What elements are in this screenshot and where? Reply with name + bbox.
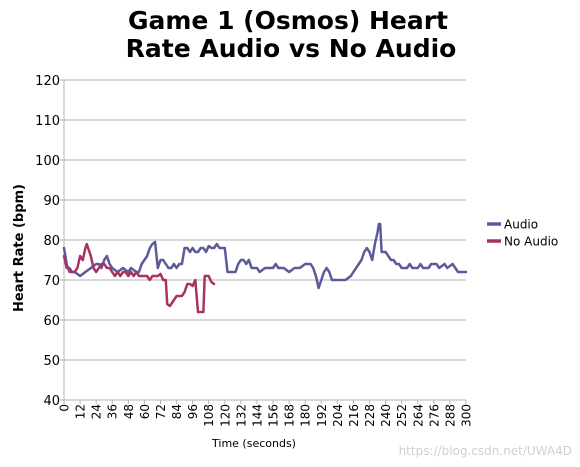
y-axis-label: Heart Rate (bpm) <box>12 184 27 312</box>
x-tick-label: 156 <box>267 404 281 427</box>
x-tick-label: 0 <box>58 404 72 412</box>
chart-title-line-1: Game 1 (Osmos) Heart <box>128 6 448 35</box>
x-tick-label: 168 <box>283 404 297 427</box>
axes <box>60 79 467 404</box>
chart-title-line-2: Rate Audio vs No Audio <box>126 34 457 63</box>
x-tick-label: 120 <box>218 404 232 427</box>
x-tick-label: 12 <box>74 404 88 419</box>
x-tick-label: 48 <box>122 404 136 419</box>
series-lines <box>62 222 468 314</box>
y-tick-label: 70 <box>43 274 60 289</box>
x-tick-labels: 0 12 24 36 48 60 72 84 96 108 120 132 144 156 168 180 19… <box>58 404 474 427</box>
x-tick-label: 216 <box>347 404 361 427</box>
x-tick-label: 36 <box>106 404 120 419</box>
x-tick-label: 144 <box>250 404 264 427</box>
legend: Audio No Audio <box>487 218 558 249</box>
y-tick-label: 60 <box>43 314 60 329</box>
x-tick-label: 108 <box>202 404 216 427</box>
y-tick-label: 80 <box>43 234 60 249</box>
x-tick-label: 84 <box>170 404 184 419</box>
x-tick-label: 240 <box>379 404 393 427</box>
y-tick-label: 40 <box>43 394 60 409</box>
x-tick-label: 276 <box>427 404 441 427</box>
x-tick-label: 60 <box>138 404 152 419</box>
x-tick-label: 288 <box>443 404 457 427</box>
grid-lines <box>64 79 466 401</box>
legend-label-no-audio: No Audio <box>504 235 558 249</box>
series-line-no-audio <box>62 242 216 314</box>
x-tick-label: 228 <box>363 404 377 427</box>
x-tick-label: 192 <box>315 404 329 427</box>
legend-label-audio: Audio <box>504 218 538 232</box>
y-tick-label: 90 <box>43 194 60 209</box>
x-tick-label: 300 <box>460 404 474 427</box>
x-tick-label: 264 <box>411 404 425 427</box>
series-line-audio <box>62 222 468 290</box>
x-axis-label: Time (seconds) <box>211 437 296 450</box>
y-tick-label: 100 <box>35 154 60 169</box>
watermark-text: https://blog.csdn.net/UWA4D <box>399 444 572 458</box>
x-tick-label: 72 <box>154 404 168 419</box>
x-tick-label: 132 <box>234 404 248 427</box>
x-tick-label: 24 <box>90 404 104 419</box>
y-tick-label: 50 <box>43 354 60 369</box>
x-tick-label: 252 <box>395 404 409 427</box>
x-tick-label: 180 <box>299 404 313 427</box>
y-tick-labels: 40 50 60 70 80 90 100 110 120 <box>35 74 60 409</box>
x-tick-label: 204 <box>331 404 345 427</box>
y-tick-label: 120 <box>35 74 60 89</box>
x-tick-label: 96 <box>186 404 200 419</box>
y-tick-label: 110 <box>35 114 60 129</box>
